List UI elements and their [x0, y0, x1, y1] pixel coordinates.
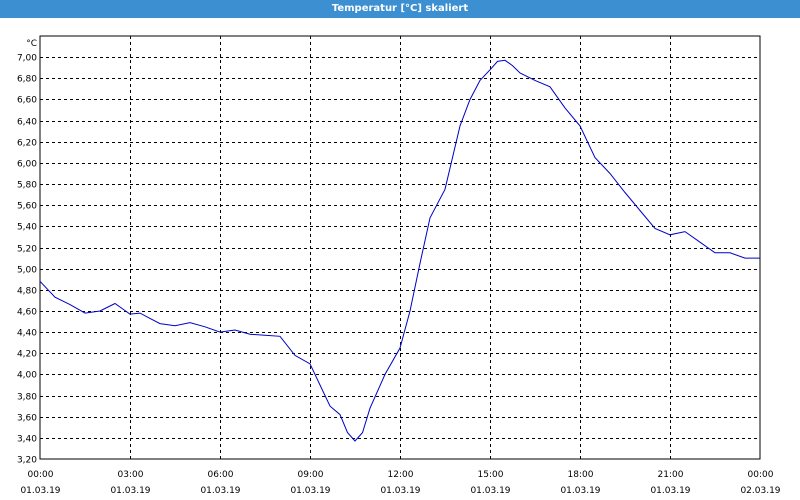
- x-tick-date: 01.03.19: [110, 486, 150, 496]
- x-tick-time: 12:00: [388, 470, 414, 480]
- x-tick-date: 01.03.19: [470, 486, 510, 496]
- x-tick-time: 06:00: [208, 470, 234, 480]
- x-tick-time: 00:00: [748, 470, 774, 480]
- y-tick-label: 4,40: [17, 329, 37, 339]
- y-tick-label: 4,20: [17, 350, 37, 360]
- x-tick-date: 01.03.19: [380, 486, 420, 496]
- y-tick-label: 4,80: [17, 287, 37, 297]
- x-tick-date: 01.03.19: [560, 486, 600, 496]
- x-tick-time: 18:00: [568, 470, 594, 480]
- plot-frame: [39, 35, 761, 460]
- axis-layer: [39, 35, 761, 460]
- x-tick-date: 01.03.19: [20, 486, 60, 496]
- y-tick-label: 3,60: [17, 414, 37, 424]
- y-tick-label: 5,40: [17, 223, 37, 233]
- x-tick-time: 03:00: [118, 470, 144, 480]
- y-tick-label: 5,00: [17, 266, 37, 276]
- series-layer: [39, 59, 760, 442]
- y-tick-label: 3,20: [17, 456, 37, 466]
- y-tick-label: 3,40: [17, 435, 37, 445]
- x-tick-date: 01.03.19: [650, 486, 690, 496]
- window-title: Temperatur [°C] skaliert: [0, 0, 800, 18]
- x-tick-time: 15:00: [478, 470, 504, 480]
- y-tick-label: 6,20: [17, 139, 37, 149]
- y-tick-label: 7,00: [17, 54, 37, 64]
- y-tick-label: 5,60: [17, 202, 37, 212]
- y-tick-label: 6,40: [17, 118, 37, 128]
- x-tick-time: 09:00: [298, 470, 324, 480]
- y-tick-label: 4,60: [17, 308, 37, 318]
- y-tick-label: 5,20: [17, 245, 37, 255]
- y-tick-label: 6,60: [17, 96, 37, 106]
- x-tick-date: 01.03.19: [200, 486, 240, 496]
- label-layer: 3,20 3,40 3,60 3,80 4,00 4,20 4,40 4,60 4,80 5,00…: [17, 39, 781, 496]
- x-tick-date: 01.03.19: [290, 486, 330, 496]
- x-tick-date: 02.03.19: [740, 486, 780, 496]
- x-tick-time: 21:00: [658, 470, 684, 480]
- y-tick-label: 4,00: [17, 371, 37, 381]
- y-tick-label: 3,80: [17, 393, 37, 403]
- y-axis-label: °C: [26, 39, 37, 49]
- y-tick-label: 6,00: [17, 160, 37, 170]
- series-line-temperature: [39, 59, 760, 442]
- grid-layer: [40, 36, 760, 459]
- y-tick-label: 6,80: [17, 75, 37, 85]
- y-tick-label: 5,80: [17, 181, 37, 191]
- x-tick-time: 00:00: [28, 470, 54, 480]
